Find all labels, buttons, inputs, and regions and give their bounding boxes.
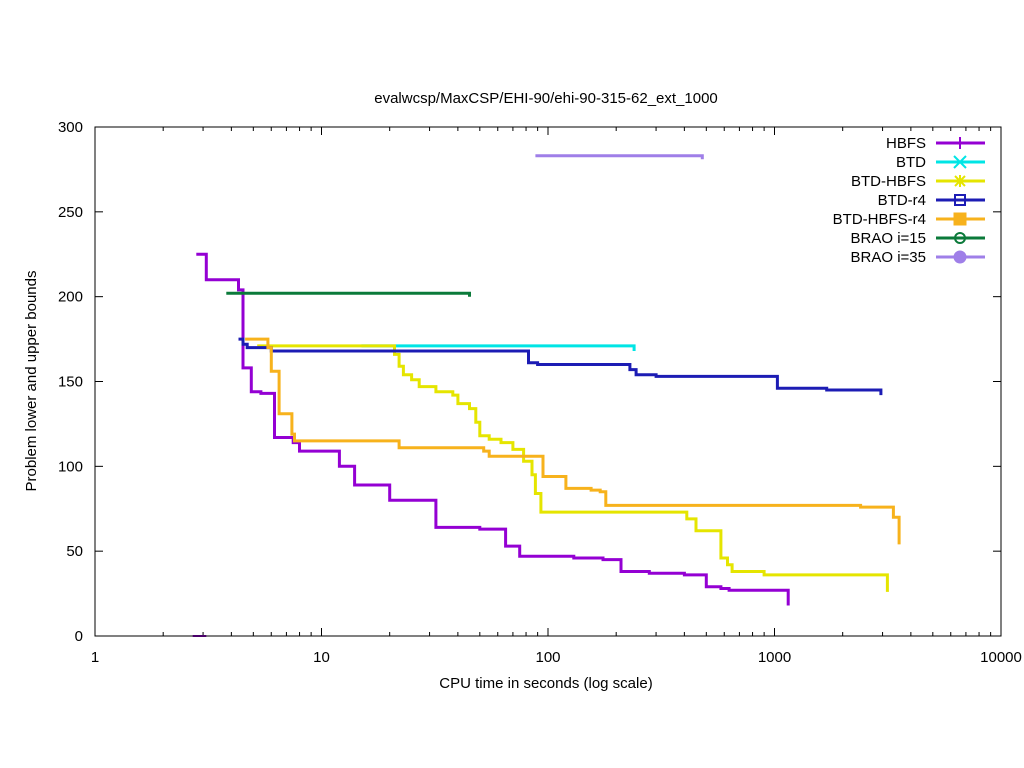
y-tick-label: 250 (58, 204, 83, 221)
chart-title: evalwcsp/MaxCSP/EHI-90/ehi-90-315-62_ext… (374, 90, 718, 107)
legend-item: BTD-HBFS (851, 173, 985, 190)
legend-label: BRAO i=35 (851, 249, 926, 266)
series-btd-hbfs-line (257, 344, 889, 592)
y-axis-label: Problem lower and upper bounds (23, 271, 40, 492)
legend-label: BTD-HBFS-r4 (833, 211, 926, 228)
series-brao-i-35-line (535, 154, 704, 160)
x-tick-label: 10 (313, 649, 330, 666)
legend-marker-plus (954, 137, 966, 149)
series-layer (192, 154, 901, 637)
legend-item: BTD-HBFS-r4 (833, 211, 985, 228)
series-hbfs-line (196, 252, 790, 606)
x-tick-label: 1000 (758, 649, 791, 666)
legend-marker-filled-circle (953, 250, 967, 264)
legend-item: BTD-r4 (878, 192, 985, 209)
legend-item: HBFS (886, 135, 985, 152)
legend-item: BRAO i=35 (851, 249, 985, 266)
legend-marker-filled-box (953, 212, 967, 226)
legend-item: BTD (896, 154, 985, 171)
y-tick-label: 300 (58, 119, 83, 136)
series-btd-line (361, 344, 636, 351)
legend-marker-star (954, 175, 966, 187)
axis-ticks: 0 50 100 150 200 250 300 1 10 100 1000 10000 (58, 119, 1022, 666)
y-tick-label: 0 (75, 628, 83, 645)
legend-marker-box (954, 194, 966, 206)
x-axis-label: CPU time in seconds (log scale) (439, 675, 652, 692)
series-btd-hbfs-r4-line (245, 337, 901, 545)
series-btd-r4-line (238, 337, 883, 396)
x-tick-label: 100 (535, 649, 560, 666)
series-brao-i-15-line (226, 291, 471, 297)
y-tick-label: 50 (66, 543, 83, 560)
y-tick-label: 150 (58, 374, 83, 391)
legend: HBFS BTD BTD-HBFS BTD-r4 BTD-HBFS-r4 BRAO i=1… (833, 135, 985, 266)
legend-label: BTD (896, 154, 926, 171)
legend-label: BTD-HBFS (851, 173, 926, 190)
legend-label: BRAO i=15 (851, 230, 926, 247)
legend-label: BTD-r4 (878, 192, 926, 209)
y-tick-label: 100 (58, 458, 83, 475)
legend-marker-cross (953, 155, 967, 169)
legend-item: BRAO i=15 (851, 230, 985, 247)
plot-frame (94, 126, 1002, 637)
legend-label: HBFS (886, 135, 926, 152)
legend-marker-circle (954, 232, 966, 244)
x-tick-label: 10000 (980, 649, 1022, 666)
x-tick-label: 1 (91, 649, 99, 666)
y-tick-label: 200 (58, 289, 83, 306)
